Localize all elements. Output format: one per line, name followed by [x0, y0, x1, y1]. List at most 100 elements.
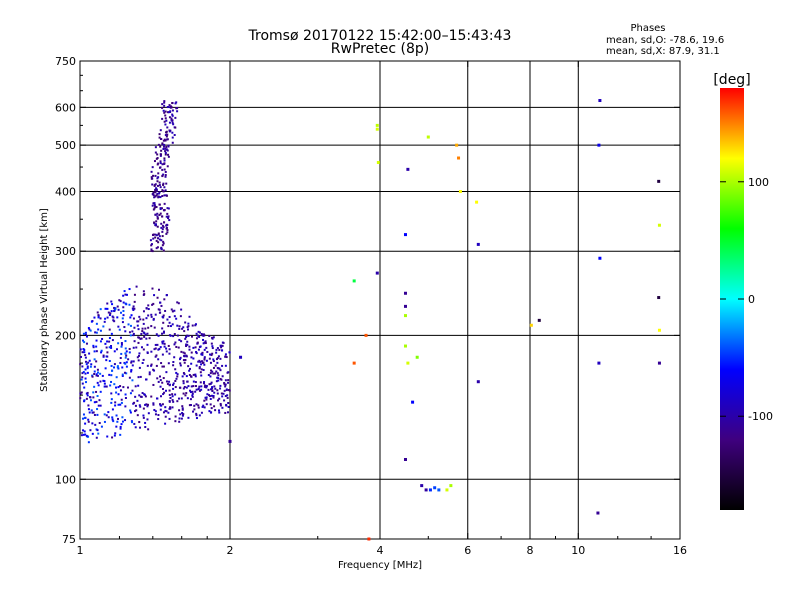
data-point [208, 357, 211, 360]
data-point [95, 374, 98, 377]
data-point [178, 386, 181, 389]
data-point [141, 330, 144, 333]
data-point [150, 177, 153, 180]
data-point [220, 392, 223, 395]
data-point [110, 332, 113, 335]
data-point [150, 350, 153, 353]
data-point [121, 366, 124, 369]
data-point [167, 215, 170, 218]
data-point [154, 355, 157, 358]
y-tick-label: 200 [55, 329, 76, 342]
data-point [226, 396, 229, 399]
data-point [171, 121, 174, 124]
data-point [153, 160, 156, 163]
data-point [139, 405, 142, 408]
data-point [157, 241, 160, 244]
data-point [215, 348, 218, 351]
data-point [119, 300, 122, 303]
data-point [179, 358, 182, 361]
chart-title: Tromsø 20170122 15:42:00–15:43:43 [248, 28, 512, 44]
data-point [186, 340, 189, 343]
data-point [138, 421, 141, 424]
data-point [133, 300, 136, 303]
data-point [128, 303, 131, 306]
data-point [99, 372, 102, 375]
data-point [93, 401, 96, 404]
data-point [406, 361, 410, 365]
data-point [209, 353, 212, 356]
data-point [189, 404, 192, 407]
y-tick-label: 750 [55, 55, 76, 68]
x-tick-label: 8 [527, 544, 534, 557]
x-axis-ticks: 1 2 4 6 8 10 16 [77, 61, 687, 557]
data-point [211, 386, 214, 389]
data-point [91, 432, 94, 435]
data-point [158, 166, 161, 169]
data-point [127, 323, 130, 326]
data-point [187, 385, 190, 388]
data-point [166, 207, 169, 210]
data-point [225, 356, 228, 359]
data-point [82, 332, 85, 335]
data-point [201, 334, 204, 337]
data-point [110, 380, 113, 383]
data-point [403, 233, 407, 237]
data-point [224, 379, 227, 382]
data-point [164, 123, 167, 126]
data-point [203, 358, 206, 361]
data-point [225, 404, 228, 407]
data-point [92, 411, 95, 414]
data-point [116, 420, 119, 423]
data-point [119, 427, 122, 430]
data-point [224, 353, 227, 356]
data-point [153, 348, 156, 351]
data-point [144, 403, 147, 406]
data-point [158, 136, 161, 139]
data-point [110, 374, 113, 377]
data-point [191, 392, 194, 395]
data-point [83, 416, 86, 419]
data-point [181, 414, 184, 417]
data-point [100, 349, 103, 352]
data-point [97, 384, 100, 387]
data-point [140, 346, 143, 349]
data-point [108, 314, 111, 317]
data-point [153, 184, 156, 187]
data-point [169, 334, 172, 337]
data-point [129, 392, 132, 395]
data-point [225, 388, 228, 391]
data-point [221, 375, 224, 378]
data-point [203, 385, 206, 388]
data-point [218, 367, 221, 370]
data-point [222, 392, 225, 395]
data-point [108, 359, 111, 362]
data-point [167, 325, 170, 328]
data-point [173, 343, 176, 346]
data-point [163, 342, 166, 345]
data-point [161, 228, 164, 231]
data-point [216, 376, 219, 379]
data-point [95, 350, 98, 353]
data-point [84, 433, 87, 436]
data-point [163, 202, 166, 205]
data-point [476, 380, 480, 384]
data-point [156, 215, 159, 218]
data-point [153, 408, 156, 411]
y-axis-ticks: 75 100 200 300 400 500 600 750 [55, 55, 680, 546]
data-point [197, 388, 200, 391]
data-point [221, 349, 224, 352]
data-point [154, 205, 157, 208]
data-point [166, 106, 169, 109]
data-point [165, 350, 168, 353]
data-point [657, 223, 661, 227]
data-point [136, 414, 139, 417]
data-point [161, 365, 164, 368]
data-point [154, 343, 157, 346]
data-point [190, 351, 193, 354]
data-point [103, 420, 106, 423]
data-point [161, 315, 164, 318]
data-point [191, 394, 194, 397]
data-point [168, 417, 171, 420]
data-point [162, 173, 165, 176]
data-point [150, 313, 153, 316]
